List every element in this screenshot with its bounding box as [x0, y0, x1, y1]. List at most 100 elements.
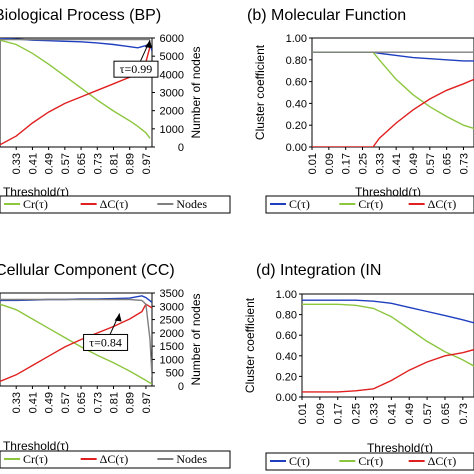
x-tick-label: 0.65 [76, 153, 88, 174]
x-tick-label: 0.25 [351, 403, 363, 424]
legend-label: Nodes [176, 452, 207, 466]
panel-title: (c) Cellular Component (CC) [0, 262, 175, 279]
annotation-box [83, 333, 129, 351]
x-tick-label: 0.33 [11, 392, 23, 413]
legend-box [265, 452, 474, 471]
x-tick-label: 0.89 [125, 153, 137, 174]
y2-tick-label: 0 [178, 142, 184, 154]
x-tick-label: 0.65 [440, 403, 452, 424]
y2-tick-label: 0 [178, 381, 184, 393]
plot-frame [0, 292, 153, 387]
y2-tick-label: 1000 [160, 354, 184, 366]
x-tick-label: 0.09 [324, 153, 336, 174]
y2-axis-label: Number of nodes [189, 46, 203, 138]
y2-tick-label: 6000 [160, 33, 184, 45]
x-tick-label: 0.73 [458, 403, 470, 424]
legend-box [265, 195, 474, 214]
y-tick-label: 0.20 [286, 120, 307, 132]
y2-tick-label: 2000 [160, 106, 184, 118]
x-tick-label: 0.65 [442, 153, 454, 174]
y-tick-label: 0.80 [276, 310, 297, 322]
series-line-c [312, 78, 474, 147]
series-line-cr [312, 51, 474, 130]
legend-label: Cr(τ) [23, 197, 48, 211]
series-line-cr [0, 39, 151, 139]
x-axis-label: Threshold(τ) [3, 439, 69, 453]
x-tick-label: 0.81 [108, 392, 120, 413]
legend-label: C(τ) [289, 454, 310, 468]
y-tick-label: 0.40 [276, 351, 297, 363]
y-tick-label: 0.00 [286, 142, 307, 154]
x-tick-label: 0.73 [458, 153, 470, 174]
x-tick-label: 0.33 [368, 403, 380, 424]
y-tick-label: 0.20 [276, 371, 297, 383]
series-line-cr [302, 303, 474, 367]
y2-tick-label: 2000 [160, 328, 184, 340]
y2-tick-label: 3500 [160, 288, 184, 300]
annotation-arrowhead [114, 313, 122, 322]
y-tick-label: 0.60 [286, 77, 307, 89]
x-tick-label: 0.97 [141, 392, 153, 413]
y2-tick-label: 3000 [160, 88, 184, 100]
y2-tick-label: 4000 [160, 69, 184, 81]
legend-label: ΔC(τ) [428, 454, 457, 468]
y2-tick-label: 500 [166, 368, 184, 380]
legend-box [0, 450, 231, 469]
legend-label: ΔC(τ) [100, 197, 129, 211]
x-tick-label: 0.01 [307, 153, 319, 174]
annotation-label: τ=0.99 [120, 62, 153, 76]
y-tick-label: 0.00 [276, 392, 297, 404]
y-axis-label: Cluster coefficient [253, 44, 267, 140]
y-tick-label: 1.00 [286, 33, 307, 45]
x-tick-label: 0.57 [60, 153, 72, 174]
x-tick-label: 0.41 [27, 153, 39, 174]
series-line-c [302, 348, 474, 393]
legend-label: Nodes [176, 197, 207, 211]
y2-tick-label: 1500 [160, 341, 184, 353]
x-tick-label: 0.33 [11, 153, 23, 174]
x-tick-label: 0.97 [141, 153, 153, 174]
x-tick-label: 0.17 [341, 153, 353, 174]
y2-tick-label: 1000 [160, 124, 184, 136]
annotation-arrowhead [144, 40, 152, 49]
chart-panel-1: (b) Molecular Function 0.00 0.20 0.40 0.60 0.… [247, 7, 474, 214]
x-tick-label: 0.73 [92, 392, 104, 413]
panel-title: (a) Biological Process (BP) [0, 7, 161, 24]
y2-axis-label: Number of nodes [189, 293, 203, 385]
legend-label: Cr(τ) [23, 452, 48, 466]
annotation-box [113, 60, 159, 78]
series-line-c [312, 51, 474, 62]
y-tick-label: 1.00 [276, 289, 297, 301]
x-tick-label: 0.49 [404, 403, 416, 424]
y-tick-label: 0.60 [276, 330, 297, 342]
legend-label: ΔC(τ) [428, 197, 457, 211]
series-line-c [302, 299, 474, 324]
y2-tick-label: 3000 [160, 301, 184, 313]
x-tick-label: 0.73 [92, 153, 104, 174]
x-tick-label: 0.57 [425, 153, 437, 174]
x-tick-label: 0.65 [76, 392, 88, 413]
panel-title: (b) Molecular Function [247, 7, 406, 24]
y2-tick-label: 5000 [160, 51, 184, 63]
legend-label: Cr(τ) [358, 454, 383, 468]
series-line-nodes [0, 298, 152, 377]
x-tick-label: 0.41 [391, 153, 403, 174]
panel-title: (d) Integration (IN [256, 262, 381, 279]
legend-label: ΔC(τ) [100, 452, 129, 466]
legend-box [0, 195, 231, 214]
series-line-cr [0, 303, 152, 385]
y2-tick-label: 2500 [160, 315, 184, 327]
x-tick-label: 0.41 [386, 403, 398, 424]
series-line-c [0, 303, 152, 383]
x-tick-label: 0.89 [125, 392, 137, 413]
x-axis-label: Threshold(τ) [367, 441, 433, 455]
annotation-label: τ=0.84 [89, 335, 122, 349]
y-axis-label: Cluster coefficient [243, 297, 257, 393]
y-tick-label: 0.80 [286, 55, 307, 67]
x-tick-label: 0.49 [408, 153, 420, 174]
x-tick-label: 0.57 [60, 392, 72, 413]
legend-label: C(τ) [289, 197, 310, 211]
x-tick-label: 0.17 [333, 403, 345, 424]
y-tick-label: 0.40 [286, 98, 307, 110]
